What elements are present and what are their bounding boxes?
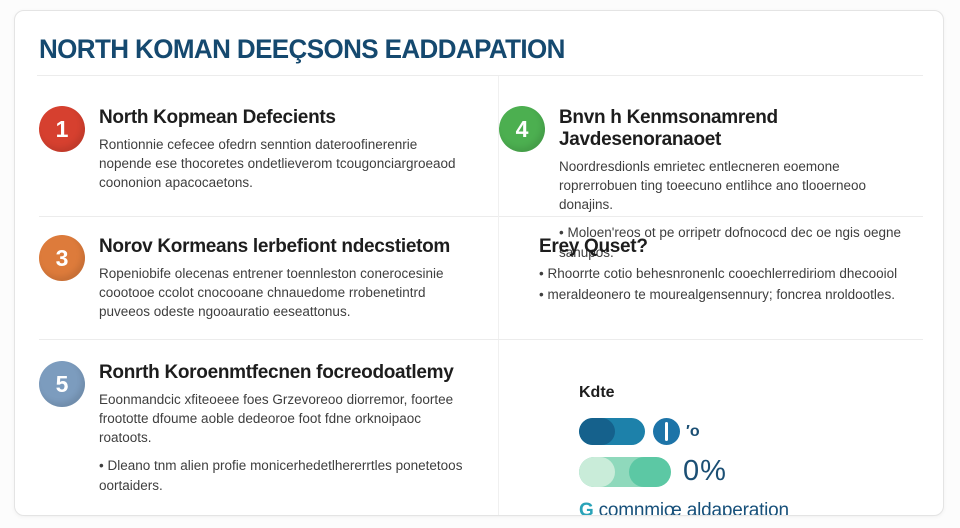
section-1-heading: North Kopmean Defecients: [99, 107, 336, 128]
section-1-content: North Kopmean Defecients Rontionnie cefe…: [99, 106, 471, 262]
row-1: 1 North Kopmean Defecients Rontionnie ce…: [39, 76, 923, 262]
section-3-body: Ropeniobife olecenas entrener toennlesto…: [99, 266, 444, 320]
header-divider: [37, 75, 923, 76]
teal-pill-right-icon: [629, 456, 671, 487]
badge-4: 4: [499, 106, 545, 152]
teal-pill-icon: [579, 456, 671, 487]
section-3: 3 Norov Kormeans lerbefiont ndecstietom …: [39, 217, 498, 339]
section-question: Erey Quset? Rhoorrte cotio behesnronenlc…: [498, 217, 923, 339]
bullet-item: Moloen'reos ot pe orripetr dofnococd dec…: [559, 223, 919, 261]
badge-1: 1: [39, 106, 85, 152]
section-3-heading: Norov Kormeans lerbefiont ndecstietom: [99, 236, 451, 257]
section-5-content: Ronrth Koroenmtfecnen focreodoatlemy Eoo…: [99, 361, 471, 515]
section-4-body: Noordresdionls emrietec entlecneren eoem…: [559, 159, 866, 213]
section-5-body: Eoonmandcic xfiteoeee foes Grzevoreoo di…: [99, 392, 454, 446]
section-4-heading: Bnvn h Kenmsonamrend Javdesenoranaoet: [559, 107, 778, 150]
infographic-card: NORTH KOMAN DEEÇSONS EADDAPATION 1 North…: [14, 10, 944, 516]
section-3-content: Norov Kormeans lerbefiont ndecstietom Ro…: [99, 235, 471, 339]
section-5-bullets: Dleano tnm alien profie monicerhedetlher…: [99, 456, 471, 494]
legend-footer-text: comnmiœ aldaperation: [598, 500, 790, 516]
legend-value-big: 0%: [683, 455, 727, 487]
blue-pill-cap-icon: [579, 418, 615, 445]
section-4-content: Bnvn h Kenmsonamrend Javdesenoranaoet No…: [559, 106, 919, 262]
badge-5: 5: [39, 361, 85, 407]
bullet-item: Rhoorrte cotio behesnronenlc cooechlerre…: [539, 264, 897, 283]
section-4-bullets: Moloen'reos ot pe orripetr dofnococd dec…: [559, 223, 919, 261]
legend-title: Kdte: [579, 384, 615, 401]
section-question-heading: Erey Quset?: [539, 236, 648, 257]
percent-circle-icon: [653, 418, 680, 445]
section-5-heading: Ronrth Koroenmtfecnen focreodoatlemy: [99, 362, 454, 383]
row-2: 3 Norov Kormeans lerbefiont ndecstietom …: [39, 217, 923, 340]
badge-3: 3: [39, 235, 85, 281]
section-question-content: Erey Quset? Rhoorrte cotio behesnronenlc…: [539, 235, 897, 339]
legend-row-blue: ′o: [579, 418, 919, 445]
legend: Kdte ′o 0%: [539, 361, 919, 516]
legend-row-teal: 0%: [579, 455, 919, 488]
section-question-bullets: Rhoorrte cotio behesnronenlc cooechlerre…: [539, 264, 897, 304]
bullet-item: meraldeonero te mourealgensennury; foncr…: [539, 285, 897, 304]
section-5: 5 Ronrth Koroenmtfecnen focreodoatlemy E…: [39, 340, 498, 515]
legend-panel: Kdte ′o 0%: [498, 340, 923, 516]
section-4: 4 Bnvn h Kenmsonamrend Javdesenoranaoet …: [498, 76, 923, 262]
percent-slit-icon: [665, 422, 668, 441]
header: NORTH KOMAN DEEÇSONS EADDAPATION: [15, 11, 943, 64]
section-1: 1 North Kopmean Defecients Rontionnie ce…: [39, 76, 498, 262]
g-icon: G: [579, 500, 594, 516]
teal-pill-left-icon: [579, 456, 615, 487]
legend-value-small: ′o: [686, 422, 700, 440]
bullet-item: Dleano tnm alien profie monicerhedetlher…: [99, 456, 471, 494]
row-3: 5 Ronrth Koroenmtfecnen focreodoatlemy E…: [39, 340, 923, 516]
section-1-body: Rontionnie cefecee ofedrn senntion dater…: [99, 137, 456, 191]
page-title: NORTH KOMAN DEEÇSONS EADDAPATION: [39, 33, 565, 65]
blue-pill-icon: [579, 418, 645, 445]
